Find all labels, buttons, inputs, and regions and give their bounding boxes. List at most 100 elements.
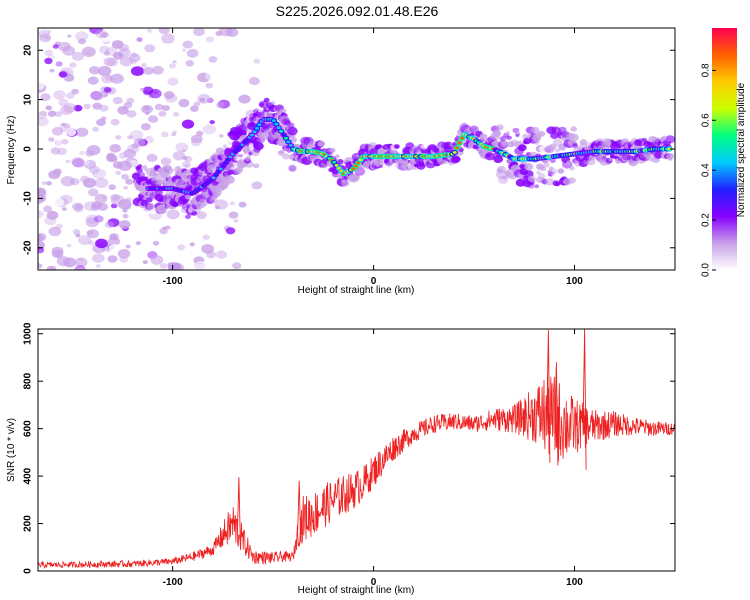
spectrogram-blob	[121, 106, 127, 110]
spectrogram-blob	[543, 162, 550, 168]
spectrogram-blob	[82, 177, 97, 188]
spectrogram-blob	[121, 174, 129, 180]
spectrogram-blob	[122, 208, 128, 213]
spectrogram-blob	[263, 97, 270, 103]
spectrogram-blob	[52, 44, 59, 49]
spectrogram-blob	[650, 141, 658, 148]
spectrogram-blob	[608, 157, 613, 162]
spectrogram-blob	[290, 137, 298, 143]
spectrogram-ridge-core	[455, 146, 460, 150]
spectrogram-blob	[58, 98, 69, 107]
snr-y-label: SNR (10 * v/v)	[6, 418, 17, 482]
spectrogram-blob	[130, 66, 145, 76]
snr-x-tick-label: -100	[163, 577, 183, 588]
spectrogram-blob	[69, 31, 82, 41]
spectrogram-blob	[137, 164, 143, 169]
spectrogram-blob	[43, 205, 53, 213]
snr-y-tick-label: 400	[23, 467, 34, 484]
spectrogram-blob	[182, 48, 187, 52]
spectrogram-blob	[94, 177, 109, 188]
snr-x-label: Height of straight line (km)	[298, 585, 415, 596]
colorbar-label: Normalized spectral amplitude	[736, 82, 747, 217]
snr-y-tick-label: 0	[23, 568, 34, 574]
spectrogram-blob	[258, 108, 263, 113]
colorbar-tick-label: 0.4	[701, 163, 712, 177]
spectrogram-blob	[148, 115, 159, 123]
spectrogram-blob	[152, 65, 164, 75]
spectrogram-blob	[158, 110, 167, 117]
spectrogram-blob	[211, 196, 216, 200]
spectrogram-blob	[145, 217, 150, 221]
spectrogram-blob	[53, 90, 66, 100]
spectrogram-blob	[153, 172, 159, 177]
snr-x-tick-label: 100	[566, 577, 583, 588]
spectrogram-blob	[62, 114, 73, 122]
colorbar: 0.0 0.2 0.4 0.6 0.8 Normalized spectral ampl…	[701, 28, 747, 277]
spectrogram-blob	[87, 240, 95, 246]
spectrogram-blob	[136, 37, 143, 42]
snr-x-tick-label: 0	[371, 577, 377, 588]
spectrogram-y-tick-label: 0	[23, 146, 34, 152]
spectrogram-ridge-core	[276, 126, 281, 130]
spectrogram-blob	[38, 143, 49, 153]
spectrogram-blob	[97, 65, 112, 77]
snr-frame	[37, 328, 676, 572]
spectrogram-blob	[256, 138, 261, 142]
spectrogram-blob	[173, 112, 180, 117]
spectrogram-blob	[286, 149, 292, 153]
spectrogram-blob	[167, 262, 175, 268]
spectrogram-blob	[506, 135, 512, 140]
spectrogram-blob	[88, 188, 99, 197]
spectrogram-blob	[71, 157, 85, 167]
spectrogram-blob	[548, 166, 554, 171]
spectrogram-blob	[570, 126, 578, 132]
spectrogram-blob	[279, 108, 287, 115]
spectrogram-blob	[144, 234, 153, 240]
spectrogram-blob	[110, 73, 124, 84]
spectrogram-blob	[270, 100, 276, 105]
spectrogram-blob	[507, 150, 512, 154]
spectrogram-blob	[287, 126, 298, 136]
spectrogram-blob	[144, 44, 156, 53]
spectrogram-blob	[178, 98, 190, 108]
spectrogram-blob	[420, 143, 428, 150]
spectrogram-blob	[568, 133, 579, 142]
spectrogram-blob	[95, 238, 108, 249]
spectrogram-blob	[69, 62, 77, 68]
spectrogram-blob	[141, 123, 151, 131]
spectrogram-blob	[205, 82, 214, 89]
spectrogram-blob	[185, 214, 191, 219]
spectrogram-blob	[73, 104, 83, 112]
spectrogram-blob	[515, 134, 520, 138]
spectrogram-blob	[118, 220, 131, 229]
colorbar-tick-label: 0.8	[701, 63, 712, 77]
spectrogram-blob	[63, 103, 77, 113]
spectrogram-blob	[190, 134, 203, 144]
spectrogram-blob	[253, 142, 264, 151]
spectrogram-blob	[38, 210, 44, 218]
spectrogram-ridge-core	[457, 141, 462, 145]
spectrogram-blob	[218, 99, 230, 109]
spectrogram-blob	[229, 201, 236, 206]
spectrogram-ridge-core	[284, 136, 288, 140]
spectrogram-blob	[452, 155, 461, 162]
spectrogram-blob	[224, 175, 235, 184]
spectrogram-blob	[239, 163, 246, 168]
spectrogram-blob	[501, 140, 508, 146]
spectrogram-blob	[496, 124, 504, 131]
spectrogram-blob	[253, 58, 261, 64]
spectrogram-blob	[549, 158, 556, 164]
spectrogram-blob	[52, 197, 65, 207]
spectrogram-blob	[185, 60, 194, 67]
spectrogram-blob	[405, 142, 415, 150]
spectrogram-blob	[45, 105, 52, 111]
spectrogram-blob	[101, 195, 107, 199]
spectrogram-blob	[215, 30, 223, 36]
spectrogram-blob	[177, 244, 186, 251]
spectrogram-blob	[161, 33, 175, 44]
spectrogram-blob	[92, 126, 99, 132]
spectrogram-blob	[228, 96, 239, 105]
spectrogram-blob	[532, 134, 542, 142]
snr-y-tick-label: 800	[23, 372, 34, 389]
